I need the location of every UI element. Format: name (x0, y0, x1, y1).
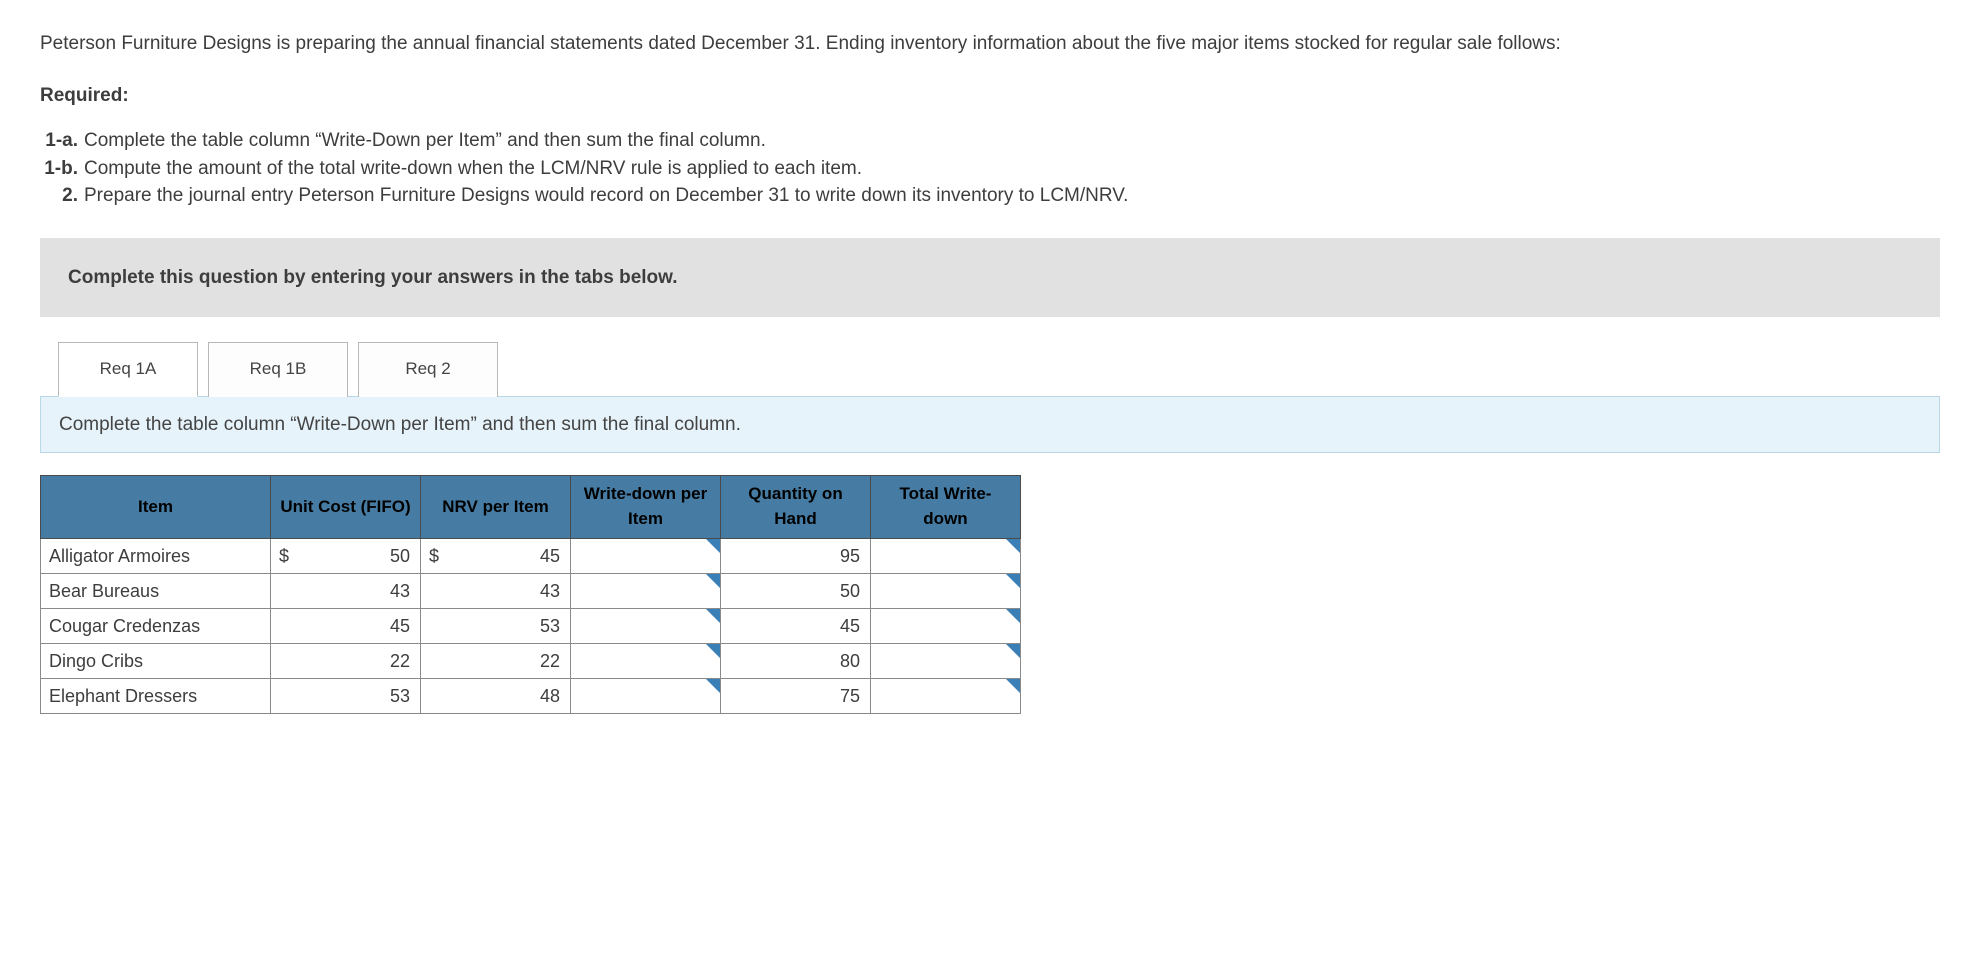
requirement-row: 1-a. Complete the table column “Write-Do… (40, 127, 1940, 155)
req-text: Compute the amount of the total write-do… (84, 155, 1940, 183)
cell-currency (421, 573, 450, 608)
table-row: Bear Bureaus 43 43 50 (41, 573, 1021, 608)
cell-currency (271, 644, 300, 679)
cell-quantity: 45 (721, 608, 871, 643)
cell-currency (421, 608, 450, 643)
th-writedown-item: Write-down per Item (571, 476, 721, 538)
inventory-table: Item Unit Cost (FIFO) NRV per Item Write… (40, 475, 1021, 714)
cell-item-name: Cougar Credenzas (41, 608, 271, 643)
cell-currency (421, 644, 450, 679)
requirement-row: 2. Prepare the journal entry Peterson Fu… (40, 182, 1940, 210)
tab-req-1b[interactable]: Req 1B (208, 342, 348, 397)
table-row: Elephant Dressers 53 48 75 (41, 679, 1021, 714)
cell-nrv: 48 (449, 679, 570, 714)
cell-currency (271, 679, 300, 714)
cell-unit-cost: 50 (299, 538, 420, 573)
cell-unit-cost: 22 (299, 644, 420, 679)
table-header-row: Item Unit Cost (FIFO) NRV per Item Write… (41, 476, 1021, 538)
cell-quantity: 50 (721, 573, 871, 608)
cell-writedown-per-item[interactable] (571, 538, 721, 573)
cell-currency (271, 608, 300, 643)
cell-nrv: 53 (449, 608, 570, 643)
cell-unit-cost: 45 (299, 608, 420, 643)
required-label: Required: (40, 82, 1940, 110)
th-total-writedown: Total Write-down (871, 476, 1021, 538)
table-row: Cougar Credenzas 45 53 45 (41, 608, 1021, 643)
cell-writedown-per-item[interactable] (571, 679, 721, 714)
requirements-list: 1-a. Complete the table column “Write-Do… (40, 127, 1940, 210)
cell-item-name: Alligator Armoires (41, 538, 271, 573)
req-num: 1-a. (40, 127, 84, 155)
cell-total-writedown[interactable] (871, 679, 1021, 714)
instruction-banner: Complete this question by entering your … (40, 238, 1940, 318)
cell-total-writedown[interactable] (871, 644, 1021, 679)
cell-writedown-per-item[interactable] (571, 608, 721, 643)
cell-currency (421, 679, 450, 714)
cell-writedown-per-item[interactable] (571, 573, 721, 608)
cell-unit-cost: 43 (299, 573, 420, 608)
th-unit-cost: Unit Cost (FIFO) (271, 476, 421, 538)
tab-instruction: Complete the table column “Write-Down pe… (40, 396, 1940, 454)
cell-currency: $ (421, 538, 450, 573)
cell-item-name: Elephant Dressers (41, 679, 271, 714)
cell-nrv: 43 (449, 573, 570, 608)
requirement-row: 1-b. Compute the amount of the total wri… (40, 155, 1940, 183)
cell-total-writedown[interactable] (871, 538, 1021, 573)
cell-quantity: 75 (721, 679, 871, 714)
req-text: Prepare the journal entry Peterson Furni… (84, 182, 1940, 210)
table-row: Dingo Cribs 22 22 80 (41, 644, 1021, 679)
cell-unit-cost: 53 (299, 679, 420, 714)
req-text: Complete the table column “Write-Down pe… (84, 127, 1940, 155)
cell-item-name: Dingo Cribs (41, 644, 271, 679)
cell-quantity: 80 (721, 644, 871, 679)
cell-total-writedown[interactable] (871, 573, 1021, 608)
th-nrv: NRV per Item (421, 476, 571, 538)
intro-text: Peterson Furniture Designs is preparing … (40, 30, 1940, 58)
cell-writedown-per-item[interactable] (571, 644, 721, 679)
cell-currency (271, 573, 300, 608)
req-num: 2. (40, 182, 84, 210)
req-num: 1-b. (40, 155, 84, 183)
cell-quantity: 95 (721, 538, 871, 573)
cell-total-writedown[interactable] (871, 608, 1021, 643)
tab-req-2[interactable]: Req 2 (358, 342, 498, 397)
tab-area: Req 1A Req 1B Req 2 Complete the table c… (40, 341, 1940, 453)
cell-nrv: 22 (449, 644, 570, 679)
th-qty: Quantity on Hand (721, 476, 871, 538)
tab-strip: Req 1A Req 1B Req 2 (40, 341, 1940, 396)
cell-nrv: 45 (449, 538, 570, 573)
cell-currency: $ (271, 538, 300, 573)
tab-req-1a[interactable]: Req 1A (58, 342, 198, 397)
table-row: Alligator Armoires$50$4595 (41, 538, 1021, 573)
cell-item-name: Bear Bureaus (41, 573, 271, 608)
th-item: Item (41, 476, 271, 538)
